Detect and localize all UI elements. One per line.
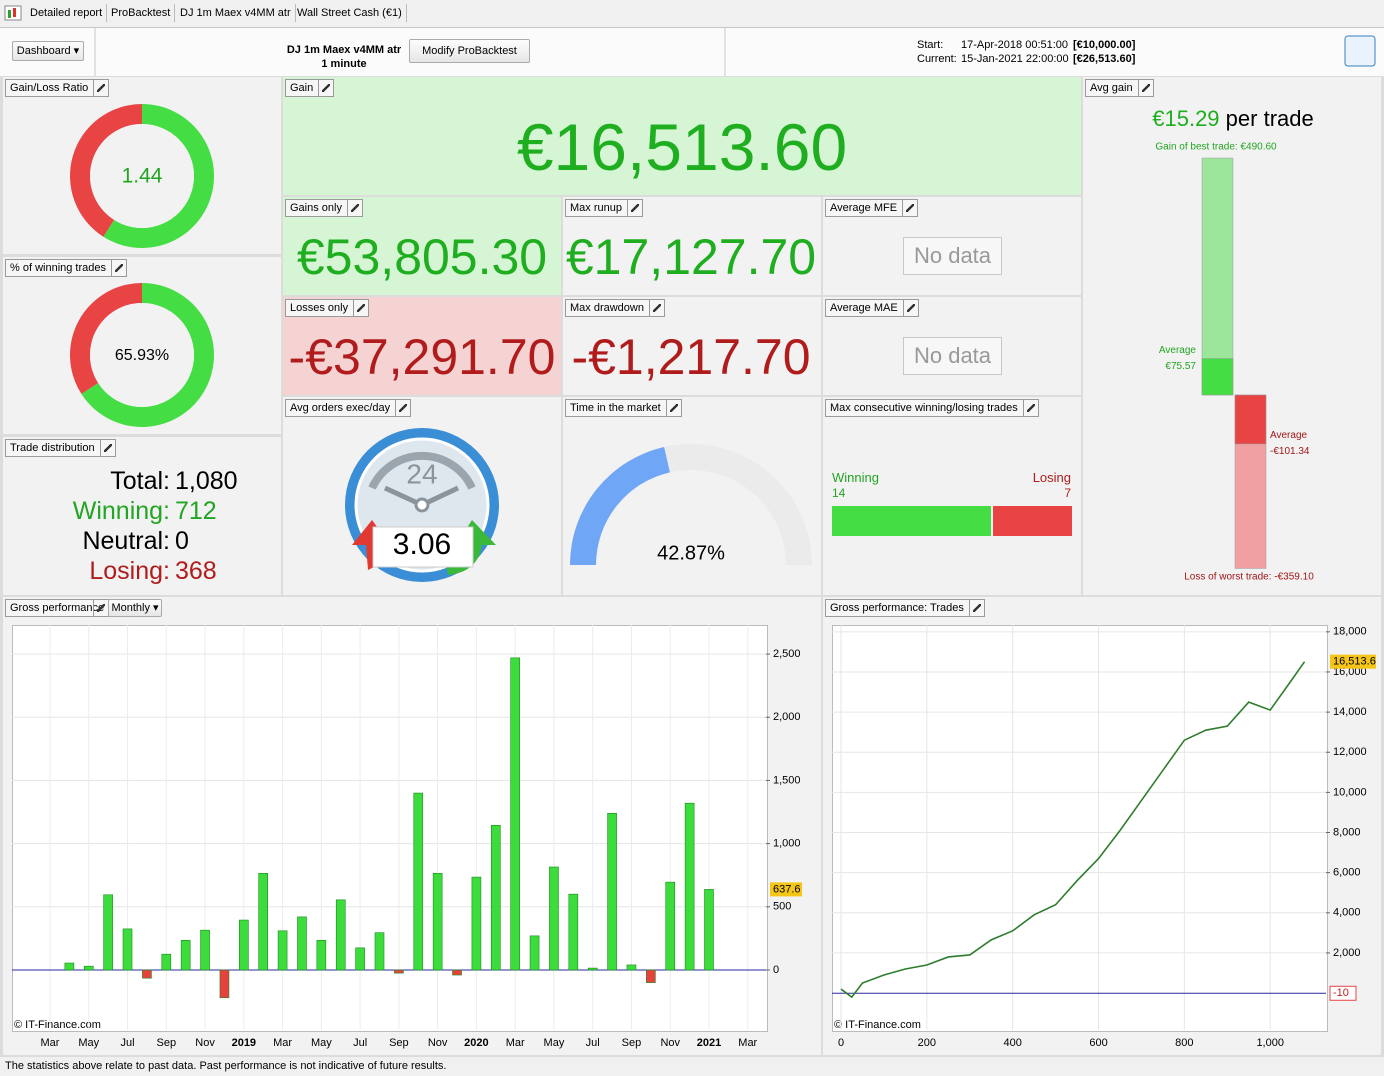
panel xyxy=(563,397,821,595)
row-label: Losing: xyxy=(89,557,170,585)
row-value: 368 xyxy=(175,557,217,585)
row-label: Total: xyxy=(110,467,170,495)
avg-gain-headline: €15.29 per trade xyxy=(1152,106,1313,132)
row-value: 0 xyxy=(175,527,189,555)
losses-only-value: -€37,291.70 xyxy=(288,329,556,385)
max-drawdown-value: -€1,217.70 xyxy=(571,329,811,385)
panel-title: Gross performance xyxy=(5,599,110,617)
panel-title[interactable]: Average MAE xyxy=(825,299,919,317)
row-label: Neutral: xyxy=(82,527,170,555)
panel-title[interactable]: Gains only xyxy=(285,199,363,217)
start-label: Start: xyxy=(917,39,944,51)
panel-title[interactable]: Losses only xyxy=(285,299,370,317)
panel-title[interactable]: Trade distribution xyxy=(5,439,116,457)
current-label: Current: xyxy=(917,53,957,65)
panel-title[interactable]: Gain/Loss Ratio xyxy=(5,79,110,97)
panel xyxy=(283,77,1081,195)
panel-title[interactable]: Average MFE xyxy=(825,199,919,217)
start-date: 17-Apr-2018 00:51:00 xyxy=(961,39,1069,51)
panel-title[interactable]: Max drawdown xyxy=(565,299,665,317)
winning-count: 14 xyxy=(832,486,846,500)
watermark: © IT-Finance.com xyxy=(834,1019,921,1031)
tab-bar xyxy=(0,0,1384,28)
current-date: 15-Jan-2021 22:00:00 xyxy=(961,53,1069,65)
dropdown-label: Monthly xyxy=(111,602,150,614)
dashboard-button[interactable]: Dashboard ▾ xyxy=(12,41,84,61)
average-label: Average xyxy=(1158,345,1196,356)
tab[interactable]: ProBacktest xyxy=(107,4,176,22)
row-label: Winning: xyxy=(72,497,170,525)
row-value: 1,080 xyxy=(175,467,238,495)
worst-trade-label: Loss of worst trade: -€359.10 xyxy=(1184,571,1314,583)
gain-value: €16,513.60 xyxy=(516,110,848,184)
losing-label: Losing xyxy=(1032,470,1071,485)
panel xyxy=(3,77,281,254)
current-capital: [€26,513.60] xyxy=(1073,53,1136,65)
no-data: No data xyxy=(903,237,1002,275)
panel xyxy=(823,397,1081,595)
timeframe: 1 minute xyxy=(321,58,367,70)
period-dropdown[interactable]: Monthly ▾ xyxy=(108,599,162,617)
average-label: Average xyxy=(1270,430,1308,441)
best-trade-label: Gain of best trade: €490.60 xyxy=(1155,141,1277,153)
panel-title[interactable]: Gain xyxy=(285,79,335,97)
watermark: © IT-Finance.com xyxy=(14,1019,101,1031)
panel-title[interactable]: Max runup xyxy=(565,199,643,217)
winning-label: Winning xyxy=(832,470,879,485)
tab[interactable]: Wall Street Cash (€1) xyxy=(293,4,407,22)
avg-gain-value: €15.29 xyxy=(1152,106,1220,131)
panel-title[interactable]: Avg orders exec/day xyxy=(285,399,412,417)
max-runup-value: €17,127.70 xyxy=(565,229,817,285)
button-label: Dashboard xyxy=(16,45,71,57)
gains-only-value: €53,805.30 xyxy=(296,229,548,285)
start-capital: [€10,000.00] xyxy=(1073,39,1136,51)
modify-button[interactable]: Modify ProBacktest xyxy=(409,39,530,63)
plot-area xyxy=(12,625,768,1032)
row-value: 712 xyxy=(175,497,217,525)
toolbar xyxy=(0,28,1384,76)
tab[interactable]: DJ 1m Maex v4MM atr xyxy=(176,4,296,22)
panel xyxy=(3,437,281,595)
disclaimer: The statistics above relate to past data… xyxy=(5,1060,447,1072)
footer-bar xyxy=(0,1057,1384,1076)
panel xyxy=(3,257,281,434)
panel-title[interactable]: % of winning trades xyxy=(5,259,127,277)
strategy-name: DJ 1m Maex v4MM atr xyxy=(286,44,402,56)
panel-title[interactable]: Max consecutive winning/losing trades xyxy=(825,399,1039,417)
panel xyxy=(283,397,561,595)
panel-title[interactable]: Avg gain xyxy=(1085,79,1154,97)
avg-gain-unit: per trade xyxy=(1225,106,1314,131)
losing-count: 7 xyxy=(1064,486,1071,500)
no-data: No data xyxy=(903,337,1002,375)
average-gain-label: €75.57 xyxy=(1165,361,1196,372)
plot-area xyxy=(832,625,1328,1032)
average-loss-label: -€101.34 xyxy=(1270,446,1310,457)
tab[interactable]: Detailed report xyxy=(26,4,108,22)
panel-title[interactable]: Gross performance: Trades xyxy=(825,599,985,617)
panel-title[interactable]: Time in the market xyxy=(565,399,682,417)
panel xyxy=(1083,77,1381,595)
